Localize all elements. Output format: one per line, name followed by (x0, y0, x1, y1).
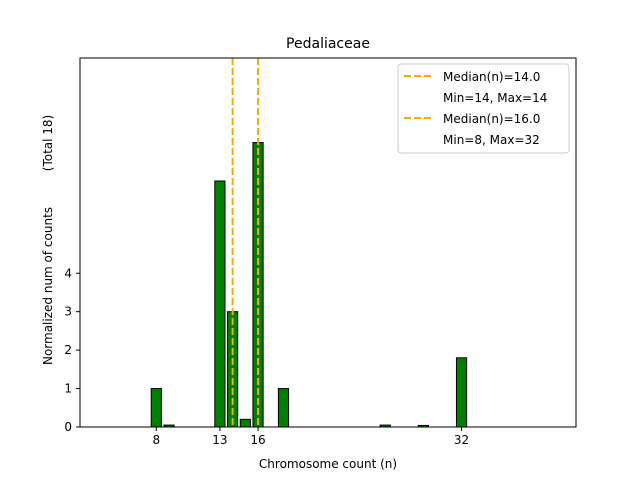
bar-n-32 (455, 357, 468, 428)
legend-label-median-16: Median(n)=16.0 (443, 112, 540, 126)
x-axis: 8 13 16 32 (152, 427, 469, 447)
y-tick-label-2: 2 (64, 343, 72, 357)
y-axis-total-note: (Total 18) (41, 115, 55, 171)
bar-n-13 (214, 180, 226, 428)
x-axis-label: Chromosome count (n) (259, 457, 397, 471)
legend-sub-median-14: Min=14, Max=14 (443, 91, 547, 105)
bar-n-18 (277, 388, 290, 428)
x-tick-label-16: 16 (250, 433, 265, 447)
legend-box (397, 63, 570, 154)
y-tick-label-4: 4 (64, 266, 72, 280)
x-tick-label-13: 13 (212, 433, 227, 447)
legend: Median(n)=14.0 Min=14, Max=14 Median(n)=… (397, 63, 570, 154)
chart-title: Pedaliaceae (286, 36, 370, 52)
legend-label-median-14: Median(n)=14.0 (443, 70, 540, 84)
x-tick-label-8: 8 (152, 433, 160, 447)
y-axis-label: Normalized num of counts (41, 207, 55, 365)
y-tick-label-3: 3 (64, 305, 72, 319)
bar-n-15 (239, 418, 251, 428)
axes-frame (79, 57, 577, 428)
y-tick-label-1: 1 (64, 382, 72, 396)
y-tick-label-0: 0 (64, 420, 72, 434)
bar-n-8 (150, 388, 162, 428)
y-axis: 0 1 2 3 4 (64, 266, 80, 434)
legend-sub-median-16: Min=8, Max=32 (443, 133, 540, 147)
x-tick-label-32: 32 (454, 433, 469, 447)
plot-area (150, 58, 468, 428)
